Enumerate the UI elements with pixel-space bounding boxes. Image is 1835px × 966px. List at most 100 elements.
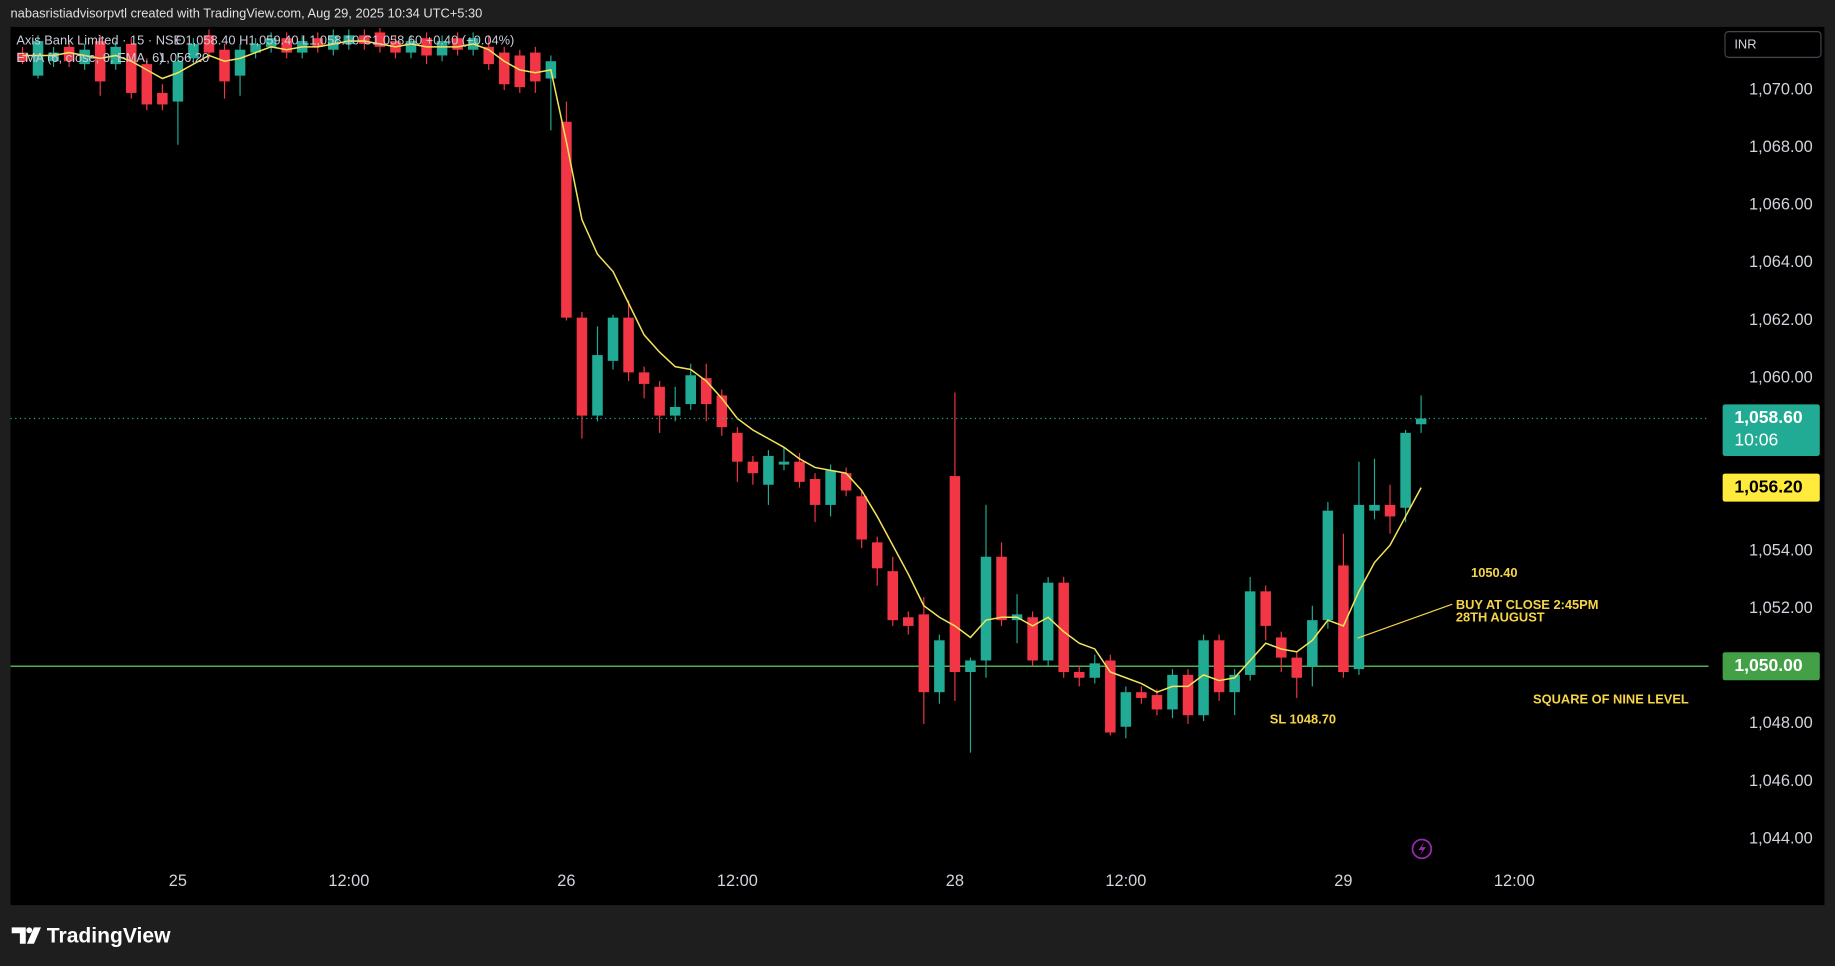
y-tick-label: 1,064.00 <box>1749 253 1813 271</box>
legend-ema: EMA (6, close, 0, EMA, 6) <box>16 50 163 65</box>
candle-body <box>1369 504 1380 511</box>
candle-body <box>669 406 681 416</box>
candle-body <box>265 38 277 47</box>
candle-body <box>1229 674 1240 693</box>
annotation: 1050.40 <box>1471 565 1517 580</box>
price-tag-label: 1,058.60 <box>1734 407 1803 427</box>
candle-body <box>825 470 836 505</box>
brand-logo-dot <box>26 927 33 934</box>
brand-name: TradingView <box>47 924 171 947</box>
candle-body <box>576 317 588 416</box>
candle-body <box>856 496 867 540</box>
price-tag-label: 1,056.20 <box>1734 476 1803 496</box>
candle-body <box>530 52 541 82</box>
candle-body <box>312 38 324 47</box>
candle-body <box>1198 640 1209 716</box>
price-tag <box>1722 473 1820 502</box>
candle-body <box>747 461 759 474</box>
annotation: SQUARE OF NINE LEVEL <box>1533 692 1689 707</box>
candle-body <box>623 317 634 373</box>
candle-body <box>157 92 168 105</box>
x-tick-label: 12:00 <box>1105 872 1146 890</box>
x-tick-label: 29 <box>1334 872 1352 890</box>
header-credit: nabasristiadvisorpvtl created with Tradi… <box>11 5 483 20</box>
y-tick-label: 1,060.00 <box>1749 368 1813 386</box>
candle-body <box>1182 674 1194 716</box>
x-tick-label: 26 <box>557 872 575 890</box>
candle-body <box>1322 510 1334 621</box>
candle-body <box>126 43 137 93</box>
candle-body <box>1167 674 1178 710</box>
candle-body <box>809 478 821 505</box>
alert-bolt[interactable] <box>1418 841 1426 856</box>
candle-body <box>840 473 852 491</box>
candle-body <box>934 640 945 693</box>
candle-body <box>281 38 292 53</box>
candle-body <box>903 617 914 626</box>
legend-ema-value: 1,056.20 <box>159 50 209 65</box>
x-tick-label: 12:00 <box>1494 872 1535 890</box>
y-tick-label: 1,070.00 <box>1749 80 1813 98</box>
plot-area <box>10 28 1709 753</box>
candle-body <box>1291 657 1303 678</box>
candle-body <box>1089 663 1101 678</box>
candle-body <box>1275 637 1287 658</box>
candle-body <box>436 41 448 56</box>
candle-body <box>32 41 44 76</box>
annotation-connector <box>1357 603 1453 639</box>
candle-body <box>1244 591 1256 675</box>
y-tick-label: 1,062.00 <box>1749 311 1813 329</box>
candle-body <box>1213 640 1225 693</box>
candle-body <box>1073 672 1085 678</box>
candle-body <box>1151 695 1163 710</box>
candle-body <box>405 41 417 53</box>
annotation: 28TH AUGUST <box>1456 610 1545 625</box>
x-tick-label: 12:00 <box>328 872 369 890</box>
candle-body <box>1027 617 1038 661</box>
candle-body <box>1260 591 1271 626</box>
candle-body <box>638 372 650 384</box>
candle-body <box>1042 582 1054 661</box>
alert-icon[interactable] <box>1411 838 1433 860</box>
candle-body <box>654 386 665 416</box>
candle-body <box>949 476 961 673</box>
candle-body <box>343 35 355 44</box>
candle-body <box>778 461 790 465</box>
candle-body <box>63 46 75 62</box>
candle-body <box>1105 660 1116 733</box>
candle-body <box>374 32 386 47</box>
y-tick-label: 1,066.00 <box>1749 196 1813 214</box>
x-tick-label: 12:00 <box>717 872 758 890</box>
brand-logo-slash <box>26 927 41 944</box>
candle-body <box>1384 504 1396 517</box>
currency-button[interactable]: INR <box>1724 31 1822 58</box>
candle-body <box>188 43 199 59</box>
candle-body <box>871 542 883 569</box>
candle-body <box>1136 692 1147 698</box>
price-tag <box>1722 404 1820 456</box>
candle-body <box>592 355 603 416</box>
candle-body <box>1353 504 1365 670</box>
candle-body <box>219 49 230 82</box>
candle-body <box>79 49 90 65</box>
currency-label[interactable]: INR <box>1734 36 1756 51</box>
candle-body <box>561 121 572 318</box>
candle-body <box>794 461 805 482</box>
candle-body <box>918 614 930 693</box>
candle-body <box>452 38 463 50</box>
candle-body <box>250 43 261 53</box>
candle-body <box>996 556 1007 621</box>
alert-circle[interactable] <box>1411 838 1433 860</box>
candle-body <box>887 571 899 621</box>
candle-body <box>1400 432 1411 508</box>
candle-body <box>203 35 215 53</box>
y-tick-label: 1,046.00 <box>1749 772 1813 790</box>
x-tick-label: 28 <box>946 872 964 890</box>
brand: TradingView <box>11 924 171 947</box>
ema-line <box>22 40 1422 694</box>
currency-box[interactable] <box>1724 31 1822 58</box>
candle-body <box>17 52 28 62</box>
candle-body <box>48 52 59 62</box>
